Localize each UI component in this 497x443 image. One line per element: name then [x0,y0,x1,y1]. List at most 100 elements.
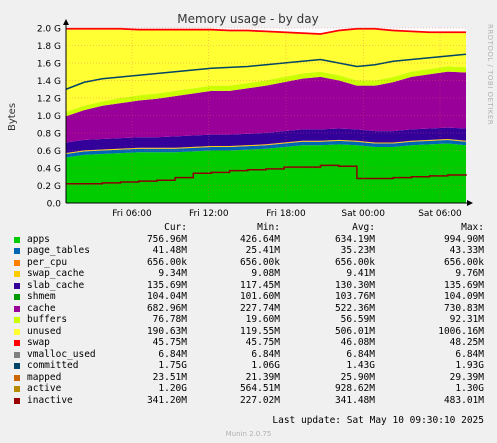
legend-swatch [14,282,20,289]
y-tick-label: 1.0 G [37,112,61,122]
legend-row-inactive: inactive 341.20M 227.02M 341.48M 483.01M [0,395,497,407]
header-max: Max: [461,222,484,233]
y-tick-label: 0.0 [47,200,62,210]
legend-swatch [14,397,20,404]
legend-name: cache [27,302,56,314]
legend-name: per_cpu [27,256,68,268]
legend-cur: 23.51M [152,371,187,383]
legend-row-active: active 1.20G 564.51M 928.62M 1.30G [0,383,497,395]
legend-max: 29.39M [449,371,484,383]
legend-row-apps: apps 756.96M 426.64M 634.19M 994.90M [0,234,497,246]
legend-max: 730.83M [443,302,484,314]
legend-avg: 6.84M [346,348,375,360]
legend-cur: 9.34M [158,268,187,279]
area-unused [66,29,466,112]
legend-row-unused: unused 190.63M 119.55M 506.01M 1006.16M [0,326,497,338]
legend-cur: 1.20G [158,383,187,394]
x-tick-label: Sat 00:00 [341,209,385,219]
x-tick-label: Sat 06:00 [418,209,462,219]
overlay-lines [65,53,467,185]
legend-swatch [14,271,20,277]
legend-name: shmem [27,291,56,302]
legend-avg: 25.90M [340,371,375,383]
legend-swatch [14,236,20,243]
legend-cur: 45.75M [152,337,187,348]
legend-name: mapped [27,371,62,383]
legend-name: apps [27,233,50,245]
legend-avg: 1.43G [346,360,375,371]
legend-max: 48.25M [449,337,484,348]
legend-max: 656.00k [443,256,484,268]
legend-avg: 35.23M [340,245,375,256]
legend-cur: 41.48M [152,245,187,256]
last-update: Last update: Sat May 10 09:30:10 2025 [272,415,484,426]
area-cache [66,71,466,143]
y-axis-arrow [63,19,69,25]
legend-avg: 103.76M [334,291,375,302]
area-swap [66,27,466,35]
y-tick-label: 0.8 G [37,130,61,140]
legend-avg: 506.01M [334,325,375,337]
legend-cur: 76.78M [152,314,187,325]
legend-row-shmem: shmem 104.04M 101.60M 103.76M 104.09M [0,291,497,303]
legend-swatch [14,328,20,335]
legend-min: 101.60M [239,291,280,302]
x-axis-arrow [467,200,473,206]
legend-avg: 341.48M [334,394,375,406]
legend-cur: 190.63M [146,325,187,337]
legend-row-mapped: mapped 23.51M 21.39M 25.90M 29.39M [0,372,497,384]
y-tick-label: 1.6 G [37,60,61,70]
legend-swatch [14,248,20,254]
legend-table: Cur: Min: Avg: Max: apps 756.96M 426.64M 63… [0,222,497,406]
legend-max: 43.33M [449,245,484,256]
legend-header: Cur: Min: Avg: Max: [0,222,497,234]
legend-name: vmalloc_used [27,348,96,360]
legend-max: 92.31M [449,314,484,325]
legend-cur: 104.04M [146,291,187,302]
legend-min: 227.74M [239,302,280,314]
legend-cur: 656.00k [146,256,187,268]
area-page-tables [66,140,466,158]
legend-min: 19.60M [245,314,280,325]
legend-row-cache: cache 682.96M 227.74M 522.36M 730.83M [0,303,497,315]
legend-min: 25.41M [245,245,280,256]
x-tick-labels: Fri 06:00 Fri 12:00 Fri 18:00 Sat 00:00 Sat … [112,209,462,219]
legend-max: 135.69M [443,279,484,291]
legend-row-swap: swap 45.75M 45.75M 46.08M 48.25M [0,337,497,349]
legend-swatch [14,340,20,346]
y-tick-label: 2.0 G [37,25,61,35]
legend-swatch [14,305,20,312]
legend-min: 21.39M [245,371,280,383]
legend-min: 45.75M [245,337,280,348]
legend-row-swap-cache: swap_cache 9.34M 9.08M 9.41M 9.76M [0,268,497,280]
legend-max: 1.30G [455,383,484,394]
memory-usage-chart: Memory usage - by day Bytes 0.0 0.2 G 0.4 … [7,12,473,219]
legend-row-vmalloc-used: vmalloc_used 6.84M 6.84M 6.84M 6.84M [0,349,497,361]
legend-swatch [14,259,20,266]
chart-title: Memory usage - by day [177,12,318,26]
legend-name: swap [27,337,50,348]
legend-swatch [14,363,20,369]
legend-name: buffers [27,314,68,325]
legend-avg: 46.08M [340,337,375,348]
area-slab-cache [66,127,466,154]
legend-max: 9.76M [455,268,484,279]
x-tick-label: Fri 12:00 [189,209,229,219]
legend-cur: 135.69M [146,279,187,291]
legend-cur: 682.96M [146,302,187,314]
legend-avg: 928.62M [334,383,375,394]
area-buffers [66,66,466,117]
legend-row-page-tables: page_tables 41.48M 25.41M 35.23M 43.33M [0,245,497,257]
legend-min: 6.84M [251,348,280,360]
y-tick-label: 1.4 G [37,77,61,87]
legend-name: swap_cache [27,268,85,279]
y-tick-label: 0.2 G [37,182,61,192]
axes [63,19,473,206]
y-tick-label: 0.4 G [37,165,61,175]
y-axis-label: Bytes [7,103,18,131]
legend-min: 1.06G [251,360,280,371]
legend-min: 564.51M [239,383,280,394]
header-min: Min: [257,222,280,233]
legend-max: 104.09M [443,291,484,302]
legend-name: slab_cache [27,279,85,291]
